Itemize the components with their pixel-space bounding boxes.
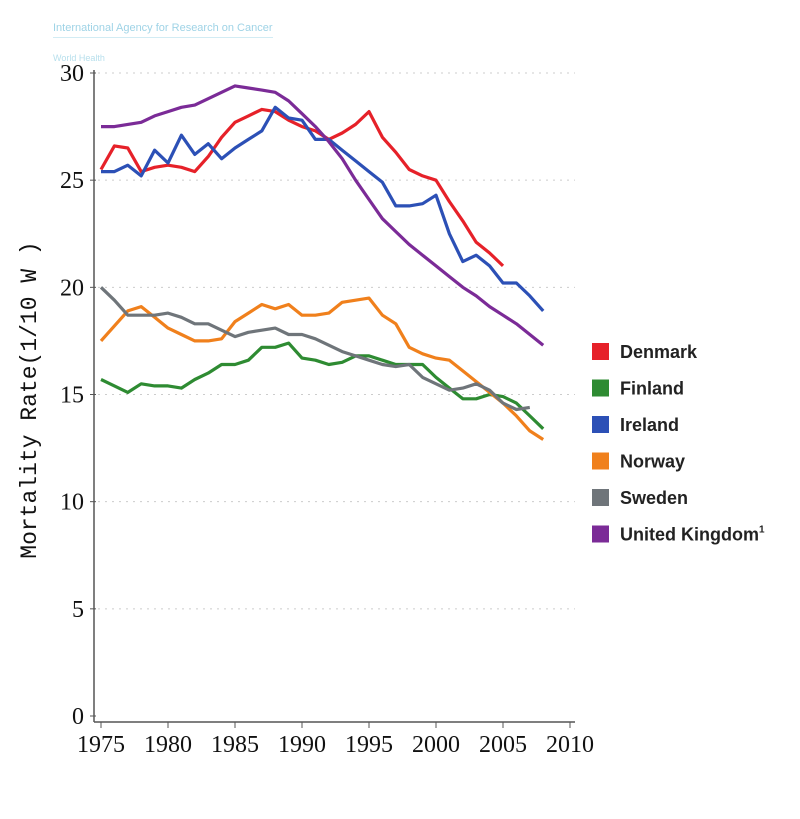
y-tick-label: 0 — [72, 704, 84, 730]
legend-label-text: Finland — [620, 379, 684, 399]
legend-label: Sweden — [620, 488, 688, 508]
y-tick-label: 10 — [60, 490, 84, 516]
x-tick-label: 2000 — [412, 732, 460, 758]
legend-swatch — [592, 379, 609, 397]
x-tick-label: 1995 — [345, 732, 393, 758]
y-tick-label: 5 — [72, 597, 84, 623]
legend-label: Denmark — [620, 342, 698, 362]
series-line-ireland — [101, 105, 545, 312]
legend-label-text: Norway — [620, 452, 685, 472]
y-axis-label: Mortality Rate(1/10 W ) — [17, 241, 43, 558]
y-tick-label: 15 — [60, 383, 84, 409]
legend-label: United Kingdom1 — [620, 525, 765, 545]
legend-label: Finland — [620, 379, 684, 399]
x-tick-label: 1990 — [278, 732, 326, 758]
y-tick-label: 20 — [60, 275, 84, 301]
y-tick-label: 30 — [60, 61, 84, 87]
x-tick-label: 1975 — [77, 732, 125, 758]
series-line-sweden — [99, 286, 531, 412]
x-tick-label: 2010 — [546, 732, 594, 758]
legend-swatch — [592, 343, 609, 360]
x-tick-label: 1985 — [211, 732, 259, 758]
legend-label-text: Ireland — [620, 415, 679, 435]
x-tick-label: 2005 — [479, 732, 527, 758]
series-line-finland — [100, 341, 545, 430]
series-line-united-kingdom — [101, 84, 545, 347]
legend-label-text: United Kingdom — [620, 525, 759, 545]
x-tick-label: 1980 — [144, 732, 192, 758]
org-subheader: World Health — [53, 53, 105, 63]
legend-label-text: Sweden — [620, 488, 688, 508]
legend-swatch — [592, 416, 609, 433]
legend-footnote: 1 — [759, 525, 765, 536]
legend-swatch — [592, 452, 609, 470]
legend-label-text: Denmark — [620, 342, 698, 362]
legend-label: Ireland — [620, 415, 679, 435]
series-line-denmark — [99, 107, 505, 268]
org-header: International Agency for Research on Can… — [53, 22, 273, 38]
legend-swatch — [592, 489, 609, 506]
series-line-norway — [99, 296, 545, 441]
y-tick-label: 25 — [60, 168, 84, 194]
legend-swatch — [592, 525, 609, 543]
legend-label: Norway — [620, 452, 685, 472]
